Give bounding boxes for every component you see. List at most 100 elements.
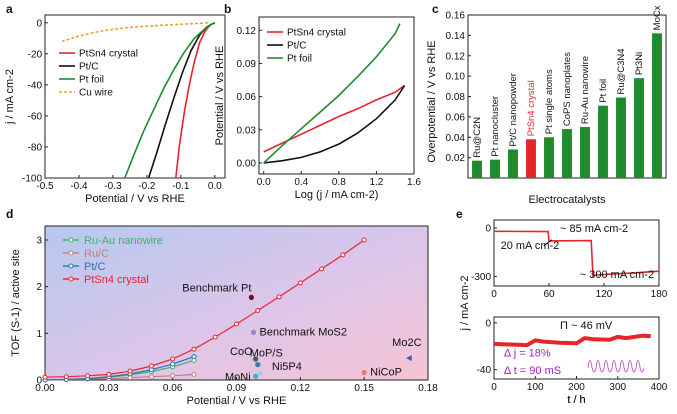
legend-label: PtSn4 crystal	[287, 28, 346, 39]
y-tick-label: 0	[36, 376, 42, 387]
x-tick-label: 100	[527, 382, 544, 393]
bar-category-label: Ru@C2N	[472, 117, 483, 158]
y-tick-label: -300	[471, 272, 491, 283]
y-tick-label: 1	[36, 329, 42, 340]
plot-frame	[258, 16, 415, 175]
x-axis-label: t / h	[567, 394, 585, 406]
legend-label: Pt/C	[84, 261, 105, 273]
series-line-ptsn4-crystal	[175, 22, 216, 179]
y-axis-label: j / mA cm-2	[4, 69, 16, 125]
x-tick-label: 300	[609, 382, 626, 393]
point-label: Benchmark MoS2	[260, 326, 347, 338]
plot-frame	[44, 14, 226, 179]
series-line-cu-wire	[61, 22, 209, 43]
series-marker	[191, 371, 197, 377]
series-line-chronoamperometry	[493, 230, 660, 278]
point-marker	[253, 356, 259, 362]
x-tick-label: 400	[651, 382, 668, 393]
legend-marker	[68, 250, 74, 256]
bar	[616, 97, 626, 178]
x-tick-label: 0.12	[291, 383, 311, 394]
x-tick-label: 0.15	[354, 383, 374, 394]
bar-category-label: Ru@C3N4	[616, 48, 627, 94]
y-tick-label: 0.10	[446, 72, 466, 83]
bar	[490, 159, 500, 178]
y-axis-label: Potential / V vs RHE	[214, 46, 226, 146]
x-tick-label: 200	[568, 382, 585, 393]
bar-category-label: Ru-Au nanowire	[580, 56, 591, 124]
y-axis-label: j / mA cm-2	[459, 275, 471, 331]
series-marker	[255, 307, 261, 313]
bar-category-label: Pt3Ni	[634, 52, 645, 75]
y-tick-label: -60	[28, 111, 43, 122]
x-tick-label: 0.03	[99, 383, 119, 394]
series-marker	[297, 280, 303, 286]
x-axis-label: Potential / V vs RHE	[187, 395, 287, 407]
annotation: 20 mA cm-2	[501, 240, 560, 252]
x-tick-label: 120	[596, 289, 613, 300]
series-line-pt-c	[263, 85, 406, 164]
x-tick-label: -0.2	[138, 181, 156, 192]
y-tick-label: 0	[485, 224, 491, 235]
y-tick-label: 3	[36, 236, 42, 247]
bar	[598, 105, 608, 178]
x-tick-label: 0.0	[208, 181, 222, 192]
legend-label: Ru-Au nanowire	[84, 235, 163, 247]
y-tick-label: 0.09	[237, 59, 257, 70]
x-tick-label: 0.18	[418, 383, 438, 394]
legend-marker	[68, 276, 74, 282]
bar-category-label: CoPS nanoplates	[562, 52, 573, 126]
legend-label: Pt foil	[287, 54, 312, 65]
series-marker	[170, 356, 176, 362]
legend-label: Pt foil	[79, 75, 104, 86]
panel-label: e	[456, 207, 463, 221]
plot-frame	[493, 219, 660, 287]
series-marker	[191, 354, 197, 360]
annotation: ~ 300 mA cm-2	[580, 269, 654, 281]
y-tick-label: -80	[28, 142, 43, 153]
y-tick-label: 0	[36, 18, 42, 29]
bar	[652, 33, 662, 179]
x-tick-label: -0.3	[104, 181, 122, 192]
x-tick-label: 60	[543, 289, 555, 300]
y-tick-label: 0.12	[237, 26, 257, 37]
y-tick-label: 0.03	[237, 125, 257, 136]
legend-label: Pt/C	[287, 41, 306, 52]
series-line	[44, 239, 365, 378]
point-marker	[257, 370, 263, 376]
point-label: Benchmark Pt	[182, 282, 251, 294]
x-tick-label: 180	[651, 289, 668, 300]
series-line-ptsn4-crystal	[263, 84, 406, 153]
panel-label: d	[6, 207, 13, 221]
series-marker	[319, 266, 325, 272]
x-tick-label: 1.6	[407, 177, 421, 188]
x-axis-label: Log (j / mA cm-2)	[295, 189, 379, 201]
y-tick-label: 0.12	[446, 51, 466, 62]
point-marker	[253, 373, 259, 379]
point-label: Mo2C	[392, 337, 421, 349]
y-tick-label: 0.00	[237, 158, 257, 169]
x-tick-label: 0	[491, 382, 497, 393]
x-tick-label: -0.1	[172, 181, 190, 192]
plot-background	[45, 226, 428, 380]
legend-label: PtSn4 crystal	[84, 274, 149, 286]
y-tick-label: 2	[36, 282, 42, 293]
panel-label: c	[432, 2, 439, 16]
x-tick-label: 0.06	[163, 383, 183, 394]
x-tick-label: 0	[491, 289, 497, 300]
x-tick-label: 0.4	[294, 177, 308, 188]
bar	[472, 160, 482, 178]
point-label: Ni5P4	[272, 361, 302, 373]
series-marker	[85, 373, 91, 379]
point-marker	[248, 294, 254, 300]
legend-marker	[68, 263, 74, 269]
series-marker	[127, 368, 133, 374]
bar	[508, 149, 518, 178]
series-line-cycling	[493, 333, 651, 348]
point-marker	[405, 355, 412, 362]
bar-category-label: Pt nanocluster	[490, 96, 501, 157]
point-marker	[255, 362, 261, 368]
bar	[526, 139, 536, 178]
x-tick-label: -0.4	[70, 181, 88, 192]
